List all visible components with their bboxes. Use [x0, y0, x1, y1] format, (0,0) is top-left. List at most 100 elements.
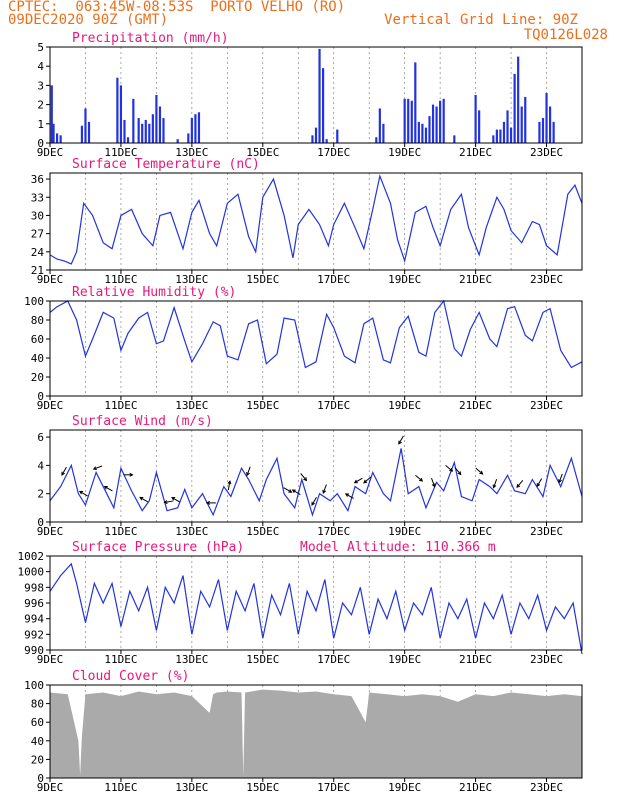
y-tick-label: 3 [37, 79, 44, 92]
x-tick-label: 11DEC [104, 525, 137, 538]
precip-bar [141, 123, 144, 143]
x-tick-label: 13DEC [175, 399, 208, 412]
wind-arrow [445, 464, 453, 472]
x-tick-label: 21DEC [459, 653, 492, 666]
precip-bar [314, 127, 318, 143]
wind-arrow-head [61, 471, 65, 476]
x-tick-label: 13DEC [175, 273, 208, 286]
plot-frame [49, 300, 583, 397]
wind-arrow [363, 476, 372, 484]
wind-arrow [246, 466, 251, 476]
wind-arrow-head [322, 489, 327, 494]
y-tick-label: 30 [31, 209, 44, 222]
x-tick-label: 11DEC [104, 781, 137, 794]
x-tick-label: 11DEC [104, 273, 137, 286]
precip-bar [336, 129, 339, 143]
precip-bar [325, 139, 328, 143]
x-tick-label: 11DEC [104, 399, 137, 412]
precip-bar [155, 95, 158, 143]
y-tick-label: 36 [31, 173, 44, 186]
wind-arrow [300, 473, 307, 481]
wind-arrow [493, 479, 498, 488]
x-tick-label: 19DEC [388, 781, 421, 794]
x-tick-label: 17DEC [317, 146, 350, 159]
x-tick-label: 23DEC [530, 399, 563, 412]
wind-arrow-head [163, 500, 168, 504]
y-tick-label: 33 [31, 191, 44, 204]
wind-arrow-head [291, 489, 296, 494]
precip-bar [478, 110, 481, 143]
wind-arrow [516, 480, 524, 488]
header-run-date: 09DEC2020 90Z (GMT) [8, 12, 169, 28]
plot-frame [49, 684, 583, 779]
precip-bar [442, 98, 445, 143]
wind-arrow [454, 467, 462, 475]
y-tick-label: 996 [24, 597, 44, 610]
x-tick-label: 21DEC [459, 273, 492, 286]
y-tick-label: 60 [31, 333, 44, 346]
x-tick-label: 19DEC [388, 273, 421, 286]
wind-arrow-head [479, 470, 484, 475]
y-tick-label: 24 [31, 246, 45, 259]
wind-arrow [283, 487, 292, 493]
wind-arrow [171, 497, 181, 503]
precip-bar [137, 118, 140, 143]
precip-bar [194, 114, 197, 143]
precip-bar [431, 104, 435, 143]
x-tick-label: 21DEC [459, 525, 492, 538]
precip-bar [378, 108, 381, 143]
precip-bar [424, 127, 428, 143]
wind-arrow-head [492, 484, 497, 489]
y-tick-label: 1 [37, 118, 44, 131]
y-tick-label: 0 [37, 516, 44, 529]
precip-bar [509, 127, 513, 143]
wind-arrow [558, 473, 563, 483]
panel-2: 0 20 40 60 80 100 9DEC 11DEC 13DEC 15DEC 17DEC 19DE… [24, 285, 583, 412]
x-tick-label: 9DEC [37, 525, 64, 538]
plot-frame [49, 555, 583, 651]
wind-arrow-head [139, 496, 144, 501]
panel-title: Relative Humidity (%) [72, 285, 236, 300]
x-tick-label: 19DEC [388, 146, 421, 159]
header-location: CPTEC: 063:45W-08:53S PORTO VELHO (RO) [8, 0, 346, 15]
x-tick-label: 15DEC [246, 273, 279, 286]
x-tick-label: 13DEC [175, 653, 208, 666]
panel-title: Precipitation (mm/h) [72, 31, 229, 46]
precip-bar [435, 106, 438, 143]
x-tick-label: 19DEC [388, 653, 421, 666]
x-tick-label: 11DEC [104, 146, 137, 159]
y-tick-label: 998 [24, 581, 44, 594]
header-code: TQ0126L028 [523, 27, 608, 43]
x-tick-label: 19DEC [388, 525, 421, 538]
precip-bar [87, 121, 91, 143]
y-tick-label: 100 [24, 679, 44, 692]
precip-bar [548, 106, 552, 143]
precip-bar [321, 68, 325, 143]
precip-bar [59, 135, 62, 143]
x-tick-label: 17DEC [317, 273, 350, 286]
x-tick-label: 23DEC [530, 146, 563, 159]
precip-bar [144, 119, 147, 143]
precip-bar [162, 118, 165, 143]
x-tick-label: 23DEC [530, 273, 563, 286]
precip-bar [151, 114, 154, 143]
precip-bar [132, 98, 135, 143]
wind-arrow-head [92, 466, 97, 471]
wind-arrow-head [288, 489, 293, 493]
series-line [49, 448, 583, 517]
x-tick-label: 21DEC [459, 399, 492, 412]
wind-arrow-head [516, 483, 521, 489]
precip-bar [187, 133, 190, 143]
wind-arrow-head [449, 467, 454, 472]
precip-bar [524, 96, 527, 143]
y-tick-label: 4 [37, 459, 44, 472]
precip-bar [545, 93, 548, 143]
x-tick-label: 9DEC [37, 273, 64, 286]
y-tick-label: 27 [31, 228, 44, 241]
y-tick-label: 80 [31, 698, 44, 711]
wind-arrow-head [363, 479, 368, 484]
wind-arrow [164, 500, 174, 503]
panel-3: 0 2 4 6 9DEC 11DEC 13DEC 15DEC 17DEC 19DEC 21DEC 23… [37, 414, 583, 538]
x-tick-label: 21DEC [459, 781, 492, 794]
y-tick-label: 1000 [18, 566, 45, 579]
